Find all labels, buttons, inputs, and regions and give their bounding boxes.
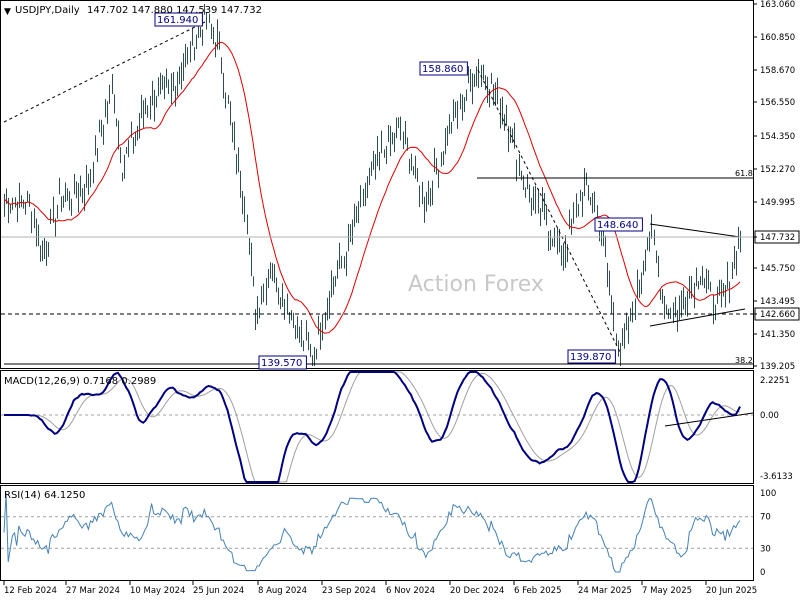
x-axis-label: 27 Mar 2024 — [66, 586, 120, 596]
triangle-lower-line — [649, 308, 746, 327]
chart-watermark: Action Forex — [408, 272, 544, 297]
macd-line — [4, 371, 741, 483]
price-axis-label: 158.670 — [760, 66, 795, 76]
macd-axis-label: 2.2251 — [760, 376, 790, 386]
x-axis-label: 10 May 2024 — [130, 586, 185, 596]
price-annotation-label: 139.570 — [261, 358, 302, 369]
rsi-axis-label: 30 — [760, 544, 771, 554]
chart-header-ohlc: 147.702 147.880 147.539 147.732 — [87, 5, 262, 16]
price-annotation-label: 161.940 — [157, 15, 198, 26]
price-annotation-box — [594, 217, 643, 232]
fib-label: 38.2 — [735, 356, 753, 365]
price-axis-label: 149.995 — [760, 198, 795, 208]
x-axis-label: 24 Mar 2025 — [578, 586, 632, 596]
price-axis-label: 147.732 — [760, 233, 795, 243]
x-axis-label: 6 Feb 2025 — [514, 586, 562, 596]
price-annotation-label: 158.860 — [422, 64, 463, 75]
price-axis-label: 143.495 — [760, 297, 795, 307]
price-axis-label: 152.270 — [760, 165, 795, 175]
rsi-axis-label: 0 — [760, 568, 765, 578]
rsi-axis-label: 70 — [760, 513, 771, 523]
trendline-dashed-up — [3, 21, 206, 123]
rsi-axis-label: 100 — [760, 489, 776, 499]
price-annotation-label: 148.640 — [597, 220, 638, 231]
macd-trendline — [664, 412, 754, 427]
macd-title: MACD(12,26,9) 0.7168 0.2989 — [4, 376, 156, 387]
rsi-panel-frame — [0, 485, 754, 581]
x-axis-label: 7 May 2025 — [642, 586, 692, 596]
price-axis-label: 160.850 — [760, 33, 795, 43]
x-axis-label: 20 Dec 2024 — [450, 586, 504, 596]
triangle-upper-line — [649, 223, 741, 238]
x-axis-label: 8 Aug 2024 — [258, 586, 307, 596]
price-axis-label: 163.060 — [760, 0, 795, 10]
price-axis-label: 156.550 — [760, 98, 795, 108]
moving-average-line — [3, 41, 741, 334]
x-axis-label: 12 Feb 2024 — [4, 586, 57, 596]
price-annotation-box — [567, 349, 616, 364]
x-axis-label: 25 Jun 2024 — [193, 586, 244, 596]
price-panel-frame — [0, 0, 754, 369]
macd-axis-label: -3.6133 — [760, 472, 793, 482]
price-annotation-label: 139.870 — [570, 352, 611, 363]
rsi-title: RSI(14) 64.1250 — [4, 490, 85, 501]
macd-panel-frame — [0, 370, 754, 484]
rsi-line — [3, 492, 741, 573]
dropdown-icon[interactable]: ▼ — [4, 7, 11, 17]
price-annotation-box — [419, 61, 468, 76]
price-axis-label: 145.750 — [760, 264, 795, 274]
price-axis-label: 142.660 — [760, 310, 795, 320]
fib-label: 61.8 — [735, 169, 753, 178]
trendline-dashed-down — [477, 69, 621, 353]
macd-axis-label: 0.00 — [760, 411, 779, 421]
chart-header-symbol: USDJPY,Daily — [15, 5, 80, 16]
x-axis-label: 20 Jun 2025 — [706, 586, 757, 596]
price-axis-label: 154.350 — [760, 132, 795, 142]
x-axis-label: 23 Sep 2024 — [322, 586, 376, 596]
price-axis-label: 139.205 — [760, 362, 795, 372]
x-axis-label: 6 Nov 2024 — [386, 586, 435, 596]
price-annotation-box — [258, 355, 307, 370]
price-annotation-box — [154, 12, 203, 27]
price-axis-label: 141.350 — [760, 330, 795, 340]
